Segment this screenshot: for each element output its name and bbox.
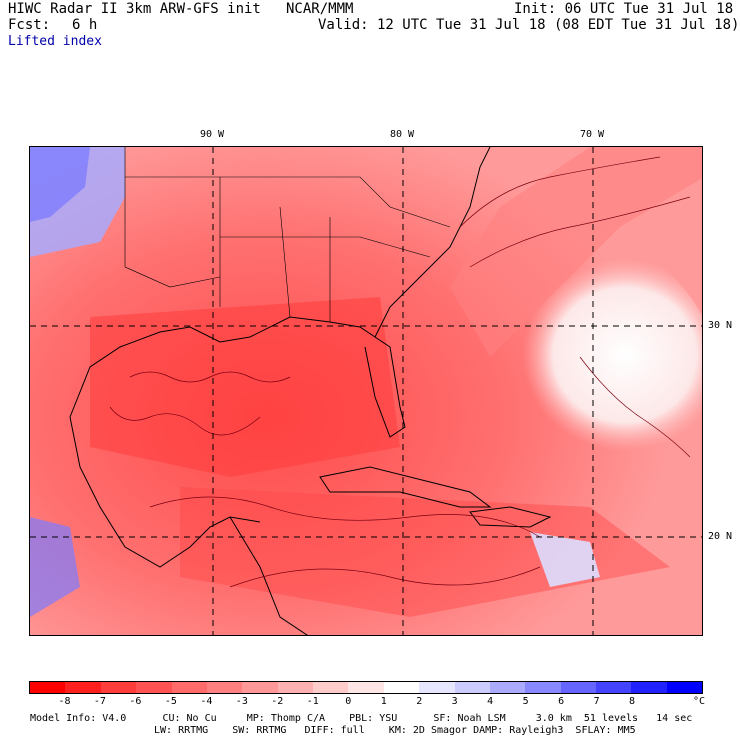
color-scale-tick: -7 [93, 696, 106, 707]
color-swatch [560, 682, 596, 693]
map-canvas [30, 147, 702, 635]
color-scale-tick: -2 [271, 696, 284, 707]
color-swatch [171, 682, 207, 693]
color-swatch [277, 682, 313, 693]
lifted-index-map [29, 146, 703, 636]
map-title: HIWC Radar II 3km ARW-GFS init [8, 1, 261, 17]
color-swatch [206, 682, 243, 693]
lon-label-70w: 70 W [579, 129, 605, 140]
model-info-line2: LW: RRTMG SW: RRTMG DIFF: full KM: 2D Sm… [154, 725, 636, 736]
color-scale-tick: -5 [164, 696, 177, 707]
stable-region-mexico [30, 517, 80, 617]
color-swatch [525, 682, 561, 693]
color-scale-tick: 5 [522, 696, 529, 707]
color-swatch [30, 682, 66, 693]
color-scale-bar [29, 681, 703, 694]
color-scale-tick: 3 [451, 696, 458, 707]
color-swatch [419, 682, 455, 693]
color-swatch [100, 682, 137, 693]
unit-label: °C [693, 696, 706, 707]
lat-lon-grid [30, 147, 702, 635]
forecast-hour: 6 h [72, 17, 98, 33]
color-scale-tick: 0 [345, 696, 352, 707]
init-time: Init: 06 UTC Tue 31 Jul 18 [514, 1, 734, 17]
state-borders [124, 147, 451, 322]
color-scale-tick: 6 [558, 696, 565, 707]
color-swatch [454, 682, 490, 693]
org-label: NCAR/MMM [286, 1, 354, 17]
lat-label-20n: 20 N [708, 531, 733, 542]
color-swatch [242, 682, 278, 693]
color-swatch [383, 682, 420, 693]
color-scale-tick: -8 [58, 696, 71, 707]
color-scale-tick: -1 [306, 696, 319, 707]
color-scale-tick: 7 [593, 696, 600, 707]
stable-core-plains [30, 147, 90, 222]
color-scale-tick: 2 [416, 696, 423, 707]
model-info-line1: Model Info: V4.0 CU: No Cu MP: Thomp C/A… [30, 713, 693, 724]
color-scale-tick: 4 [487, 696, 494, 707]
field-name: Lifted index [8, 34, 102, 49]
color-swatch [631, 682, 667, 693]
color-swatch [65, 682, 101, 693]
color-scale-tick: -4 [200, 696, 213, 707]
lat-label-30n: 30 N [708, 320, 733, 331]
li-contours [109, 156, 691, 588]
lon-label-80w: 80 W [389, 129, 415, 140]
color-swatch [489, 682, 526, 693]
stable-region-atlantic [380, 227, 702, 547]
unstable-band-gulfstream [450, 147, 702, 357]
color-swatch [136, 682, 172, 693]
valid-time: Valid: 12 UTC Tue 31 Jul 18 (08 EDT Tue … [318, 17, 740, 33]
stable-patch-hispaniola [530, 532, 600, 587]
color-scale-tick: 1 [380, 696, 387, 707]
lon-label-90w: 90 W [199, 129, 225, 140]
forecast-label: Fcst: [8, 17, 51, 33]
color-swatch [596, 682, 632, 693]
color-swatch [313, 682, 349, 693]
color-swatch [666, 682, 703, 693]
color-scale-tick: 8 [629, 696, 636, 707]
color-scale-tick: -3 [235, 696, 248, 707]
unstable-region-gulf [90, 297, 400, 477]
color-scale-tick: -6 [129, 696, 142, 707]
color-swatch [348, 682, 384, 693]
unstable-region-caribbean [180, 487, 670, 617]
